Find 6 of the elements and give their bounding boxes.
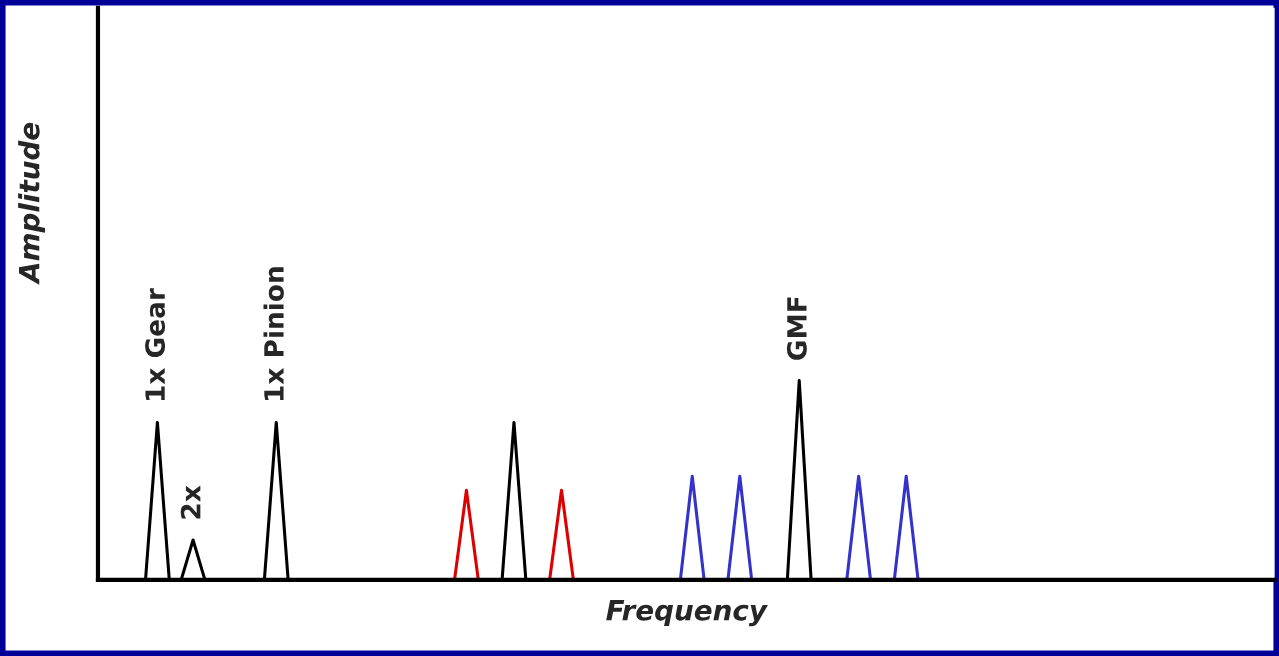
y-axis-title: Amplitude bbox=[18, 122, 46, 285]
annotation: 1x Pinion bbox=[263, 267, 284, 401]
x-axis-title: Frequency bbox=[606, 599, 768, 627]
text: GMF bbox=[786, 297, 807, 360]
annotation: 2x bbox=[180, 485, 201, 519]
annotation: 1x Gear bbox=[145, 288, 166, 401]
